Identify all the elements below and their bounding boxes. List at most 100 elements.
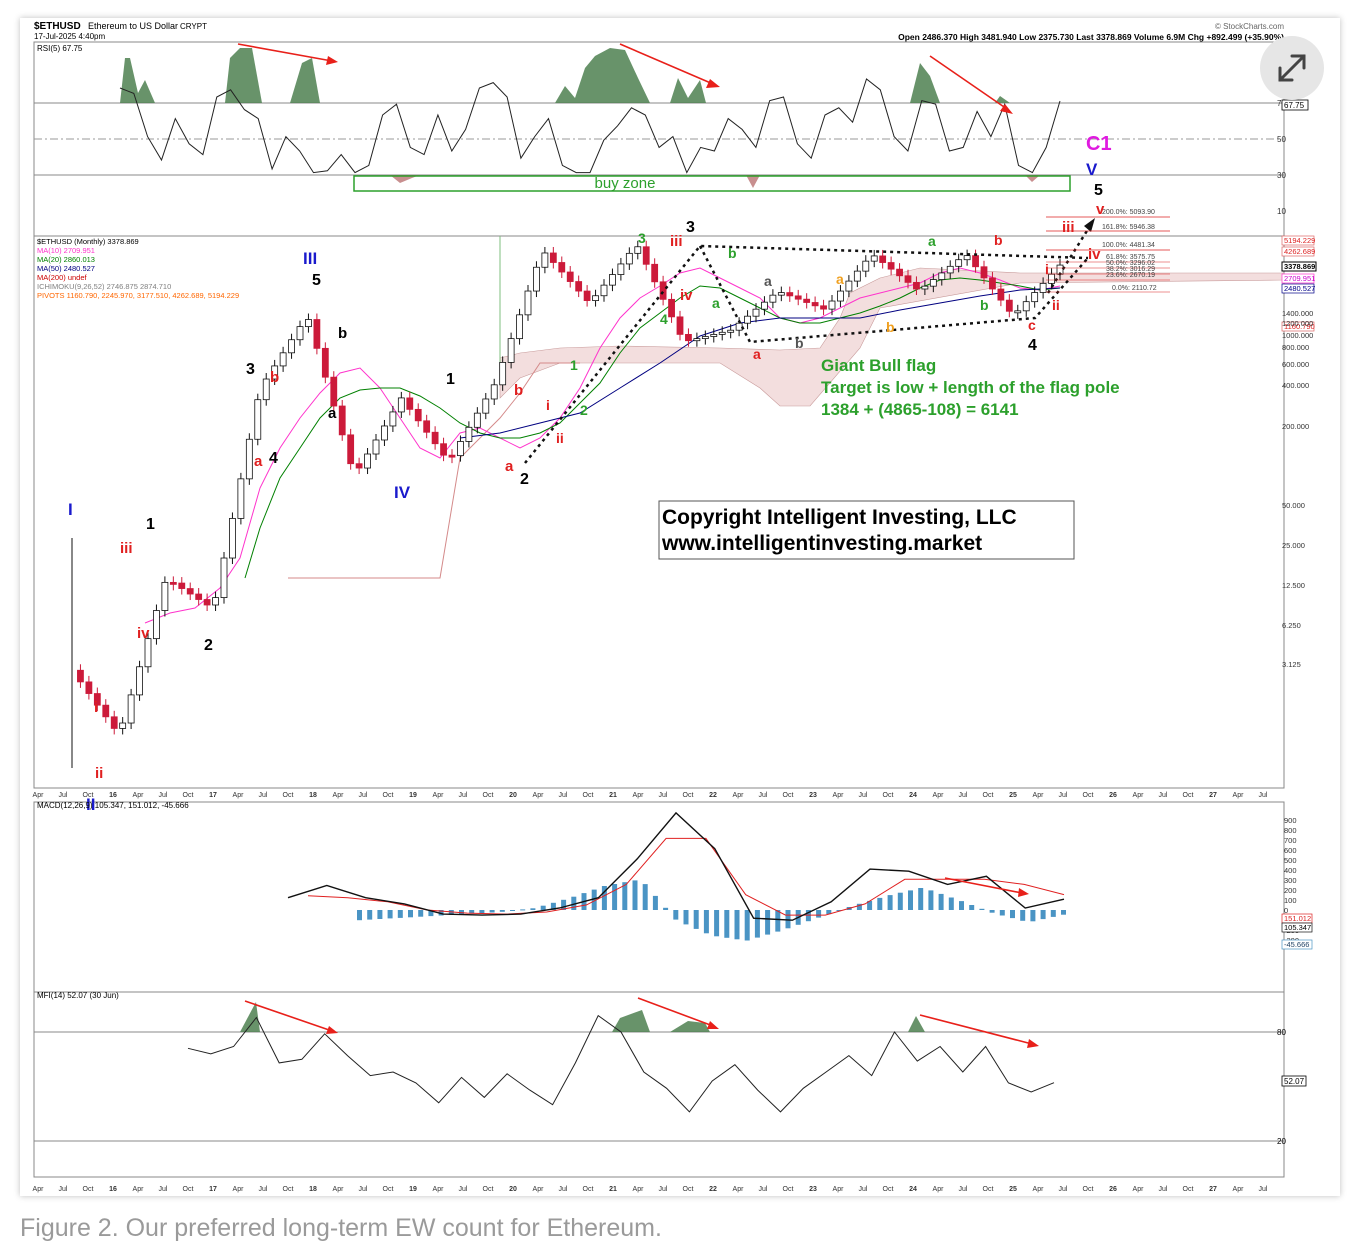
- candle-body: [710, 334, 718, 337]
- candle-body: [423, 420, 431, 433]
- x-tick-label: Apr: [233, 792, 245, 799]
- candle-body: [524, 290, 532, 316]
- macd-scale-tick: 700: [1284, 836, 1297, 845]
- macd-bar: [550, 902, 556, 910]
- flag-annotation: Giant Bull flag Target is low + length o…: [821, 356, 1120, 419]
- legend-ma10: MA(10) 2709.951: [37, 246, 95, 255]
- macd-bar: [897, 892, 903, 910]
- candle-body: [904, 275, 912, 283]
- fib-61: 61.8%: 3575.75: [1106, 254, 1155, 261]
- x-tick-label: 27: [1209, 1186, 1217, 1193]
- macd-bar: [816, 910, 822, 918]
- scale-3: 3.125: [1282, 660, 1301, 669]
- wave-3-b: 3: [686, 219, 695, 236]
- candle-body: [541, 252, 549, 268]
- expand-button[interactable]: [1260, 36, 1324, 100]
- macd-histogram: [357, 880, 1066, 941]
- candle-body: [102, 704, 110, 718]
- macd-scale-tick: 300: [1284, 876, 1297, 885]
- macd-bar: [775, 910, 781, 932]
- wave-V: V: [1086, 160, 1098, 179]
- flag-target-text: Target is low + length of the flag pole: [821, 378, 1120, 397]
- x-tick-label: 26: [1109, 1186, 1117, 1193]
- candle-body: [634, 246, 642, 254]
- legend-ichimoku: ICHIMOKU(9,26,52) 2746.875 2874.710: [37, 282, 171, 291]
- macd-bar: [459, 910, 464, 915]
- macd-bar: [928, 890, 934, 910]
- x-tick-label: 16: [109, 792, 117, 799]
- wave-5-a: 5: [312, 272, 321, 289]
- x-tick-label: Jul: [1259, 792, 1268, 799]
- candle-body: [955, 259, 963, 267]
- candle-body: [718, 331, 726, 335]
- legend-ma20: MA(20) 2860.013: [37, 255, 95, 264]
- x-tick-label: Oct: [583, 792, 594, 799]
- candle-body: [127, 694, 135, 724]
- tag-4262: 4262.689: [1284, 247, 1315, 256]
- wave-ii-b: ii: [556, 430, 564, 446]
- x-tick-label: Jul: [859, 792, 868, 799]
- macd-scale-tick: 0: [1284, 906, 1288, 915]
- macd-tag-hist: -45.666: [1284, 940, 1309, 949]
- x-tick-label: Oct: [383, 792, 394, 799]
- macd-bar: [408, 910, 413, 918]
- x-tick-label: 22: [709, 1186, 717, 1193]
- wave-1-b: 1: [446, 371, 455, 388]
- candle-body: [997, 288, 1005, 301]
- x-tick-label: Apr: [433, 1186, 445, 1193]
- fib-200: 200.0%: 5093.90: [1102, 209, 1155, 216]
- x-tick-label: Oct: [1183, 792, 1194, 799]
- rsi-panel: RSI(5) 67.75 70 50 30 10 67.75 buy zone: [34, 44, 1309, 216]
- x-tick-label: 25: [1009, 1186, 1017, 1193]
- candle-body: [609, 274, 616, 286]
- x-tick-label: 17: [209, 792, 217, 799]
- x-tick-label: Jul: [959, 792, 968, 799]
- macd-bar: [387, 910, 393, 919]
- candle-body: [136, 666, 143, 696]
- macd-bar: [724, 910, 730, 938]
- wave-ii-a: ii: [95, 765, 103, 782]
- candle-body: [642, 246, 650, 265]
- ichimoku-lagging-line: [288, 362, 580, 579]
- wave-C1: C1: [1086, 133, 1112, 155]
- x-tick-label: Apr: [833, 792, 845, 799]
- macd-bar: [1050, 910, 1056, 917]
- x-tick-label: Oct: [383, 1186, 394, 1193]
- macd-bar: [397, 910, 403, 918]
- macd-bar: [632, 880, 638, 910]
- price-panel: $ETHUSD (Monthly) 3378.869 MA(10) 2709.9…: [37, 133, 1317, 814]
- x-tick-label: 19: [409, 1186, 417, 1193]
- x-tick-label: Apr: [1133, 792, 1145, 799]
- wave-a-2: a: [328, 405, 337, 422]
- x-tick-label: Oct: [483, 1186, 494, 1193]
- x-tick-label: Apr: [1233, 792, 1245, 799]
- x-tick-label: Apr: [333, 792, 345, 799]
- candle-body: [305, 319, 312, 328]
- macd-bar: [989, 910, 995, 913]
- candle-body: [77, 669, 84, 683]
- x-tick-label: Jul: [359, 1186, 368, 1193]
- x-tick-label: 18: [309, 792, 317, 799]
- candle-body: [321, 347, 329, 378]
- x-tick-label: Jul: [459, 1186, 468, 1193]
- macd-bar: [1010, 910, 1015, 919]
- candle-body: [347, 434, 355, 465]
- candle-body: [853, 270, 861, 282]
- scale-1200: 1200.000: [1282, 319, 1313, 328]
- macd-line: [287, 811, 1065, 921]
- macd-bar: [959, 901, 964, 910]
- x-tick-label: Apr: [133, 1186, 145, 1193]
- fib-100: 100.0%: 4481.34: [1102, 242, 1155, 249]
- fib-50: 50.0%: 3296.02: [1106, 260, 1155, 267]
- mfi-last: 52.07: [1284, 1077, 1305, 1086]
- macd-bar: [428, 910, 434, 917]
- flag-target-calc: 1384 + (4865-108) = 6141: [821, 400, 1019, 419]
- candle-body: [110, 716, 118, 729]
- x-tick-label: Apr: [1033, 1186, 1045, 1193]
- buy-zone-box: [353, 175, 1071, 192]
- x-tick-label: Jul: [159, 792, 168, 799]
- x-tick-label: Oct: [83, 792, 94, 799]
- x-tick-label: 24: [909, 1186, 917, 1193]
- macd-bar: [948, 897, 954, 910]
- divergence-arrows: [237, 43, 1039, 1048]
